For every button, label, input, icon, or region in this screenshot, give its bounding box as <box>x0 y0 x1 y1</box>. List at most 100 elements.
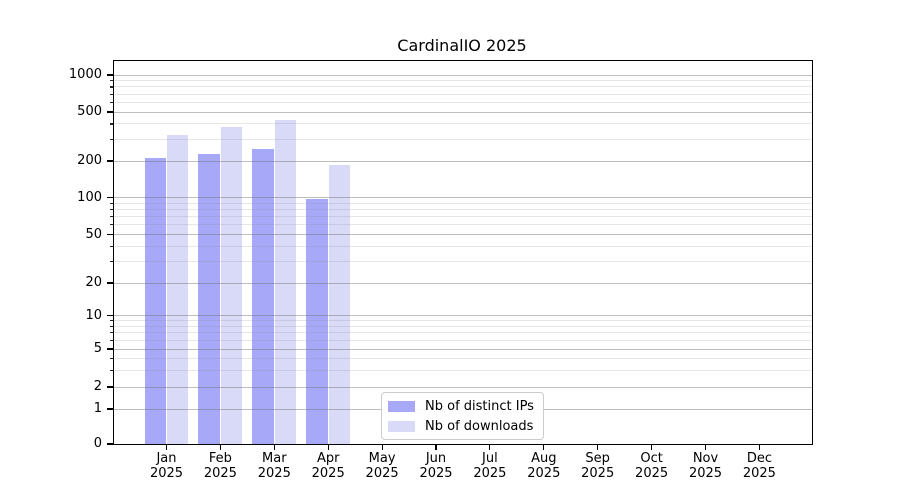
month-name: Oct <box>640 451 663 466</box>
y-tick-200 <box>107 160 114 162</box>
y-minor-tick-90 <box>110 202 114 204</box>
x-axis-tick-label-jan: Jan 2025 <box>140 451 194 481</box>
y-axis-tick-label-5: 5 <box>93 341 102 356</box>
y-minor-tick-40 <box>110 245 114 247</box>
y-minor-tick-8 <box>110 325 114 327</box>
x-tick-jun <box>435 445 437 450</box>
x-axis-tick-label-may: May 2025 <box>355 451 409 481</box>
y-minor-tick-400 <box>110 123 114 125</box>
month-name: Sep <box>585 451 610 466</box>
month-year: 2025 <box>527 466 561 481</box>
x-tick-dec <box>758 445 760 450</box>
month-year: 2025 <box>581 466 615 481</box>
y-minor-tick-80 <box>110 208 114 211</box>
x-tick-mar <box>273 445 275 450</box>
y-axis-tick-label-20: 20 <box>85 275 102 290</box>
y-minor-tick-9 <box>110 320 114 322</box>
y-minor-tick-7 <box>110 332 114 334</box>
y-minor-tick-3 <box>110 369 114 371</box>
x-tick-apr <box>327 445 329 450</box>
plot-area: Nb of distinct IPs Nb of downloads 100 0 5… <box>69 60 813 481</box>
month-year: 2025 <box>635 466 669 481</box>
y-minor-tick-300 <box>110 138 114 140</box>
month-name: Nov <box>692 451 719 466</box>
y-tick-50 <box>107 233 114 236</box>
y-tick-100 <box>107 196 114 199</box>
bar-jan-distinct-ips <box>144 158 166 444</box>
y-minor-tick-800 <box>110 86 114 88</box>
y-axis-tick-label-500: 500 <box>77 104 102 119</box>
month-year: 2025 <box>203 466 237 481</box>
x-axis-tick-label-apr: Apr 2025 <box>301 451 355 481</box>
month-year: 2025 <box>742 466 776 481</box>
bar-jan-downloads <box>167 135 189 444</box>
chart-title: CardinalIO 2025 <box>397 36 527 55</box>
month-name: Feb <box>208 451 232 466</box>
y-minor-tick-6 <box>110 339 114 341</box>
y-minor-tick-900 <box>110 80 114 82</box>
y-axis-tick-label-200: 200 <box>77 153 102 168</box>
x-axis-tick-label-dec: Dec 2025 <box>732 451 786 481</box>
y-axis-tick-label-50: 50 <box>85 226 102 242</box>
y-axis-tick-label-1: 1 <box>93 401 102 416</box>
major-gridline-500 <box>114 111 812 113</box>
month-year: 2025 <box>688 466 723 481</box>
minor-gridline-700 <box>114 93 812 95</box>
month-name: Jul <box>482 451 498 466</box>
y-minor-tick-60 <box>110 224 114 226</box>
x-tick-sep <box>597 445 599 450</box>
x-axis-tick-label-jun: Jun 2025 <box>409 451 463 481</box>
bar-feb-downloads <box>221 127 243 444</box>
month-year: 2025 <box>473 466 507 481</box>
legend-label-downloads: Nb of downloads <box>425 418 534 434</box>
x-axis-tick-label-sep: Sep 2025 <box>571 451 625 481</box>
x-axis-tick-label-jul: Jul 2025 <box>463 451 517 481</box>
bar-feb-distinct-ips <box>198 153 220 444</box>
bar-apr-downloads <box>328 165 351 444</box>
legend-label-distinct-ips: Nb of distinct IPs <box>425 398 534 414</box>
month-name: Aug <box>531 451 557 466</box>
month-name: Jan <box>156 451 177 466</box>
bar-apr-distinct-ips <box>306 199 328 444</box>
x-tick-oct <box>651 445 653 450</box>
y-axis-tick-label-100: 100 <box>77 189 102 205</box>
x-axis-tick-label-oct: Oct 2025 <box>625 451 679 481</box>
month-year: 2025 <box>311 466 345 481</box>
legend: Nb of distinct IPs Nb of downloads <box>381 392 544 440</box>
month-year: 2025 <box>419 466 453 481</box>
month-year: 2025 <box>149 466 184 481</box>
minor-gridline-600 <box>114 101 812 103</box>
x-axis-tick-label-nov: Nov 2025 <box>679 451 733 481</box>
month-name: Dec <box>746 451 772 466</box>
y-minor-tick-30 <box>110 261 114 263</box>
x-axis-tick-label-feb: Feb 2025 <box>193 451 247 481</box>
y-axis-tick-label-0: 0 <box>93 436 102 451</box>
y-axis-tick-label-2: 2 <box>93 379 102 394</box>
x-tick-jul <box>489 445 491 450</box>
x-tick-may <box>381 445 383 450</box>
y-tick-1000 <box>107 74 114 76</box>
y-tick-10 <box>107 314 114 317</box>
month-name: May <box>368 451 396 466</box>
bar-mar-downloads <box>274 120 297 444</box>
y-minor-tick-600 <box>110 101 114 103</box>
minor-gridline-800 <box>114 86 812 88</box>
y-minor-tick-700 <box>110 93 114 95</box>
legend-swatch-distinct-ips <box>388 400 415 412</box>
y-tick-0 <box>107 443 114 445</box>
y-tick-1 <box>107 408 114 410</box>
month-name: Apr <box>316 451 340 466</box>
y-tick-5 <box>107 348 114 350</box>
y-tick-500 <box>107 111 114 113</box>
month-name: Jun <box>425 451 447 466</box>
y-minor-tick-70 <box>110 216 114 218</box>
bar-mar-distinct-ips <box>252 149 274 444</box>
x-tick-nov <box>704 445 707 450</box>
minor-gridline-400 <box>114 123 812 125</box>
month-year: 2025 <box>365 466 399 481</box>
minor-gridline-900 <box>114 80 812 82</box>
y-minor-tick-4 <box>110 357 114 359</box>
x-axis-tick-label-mar: Mar 2025 <box>247 451 301 481</box>
x-tick-aug <box>543 445 545 450</box>
x-tick-jan <box>165 445 168 450</box>
